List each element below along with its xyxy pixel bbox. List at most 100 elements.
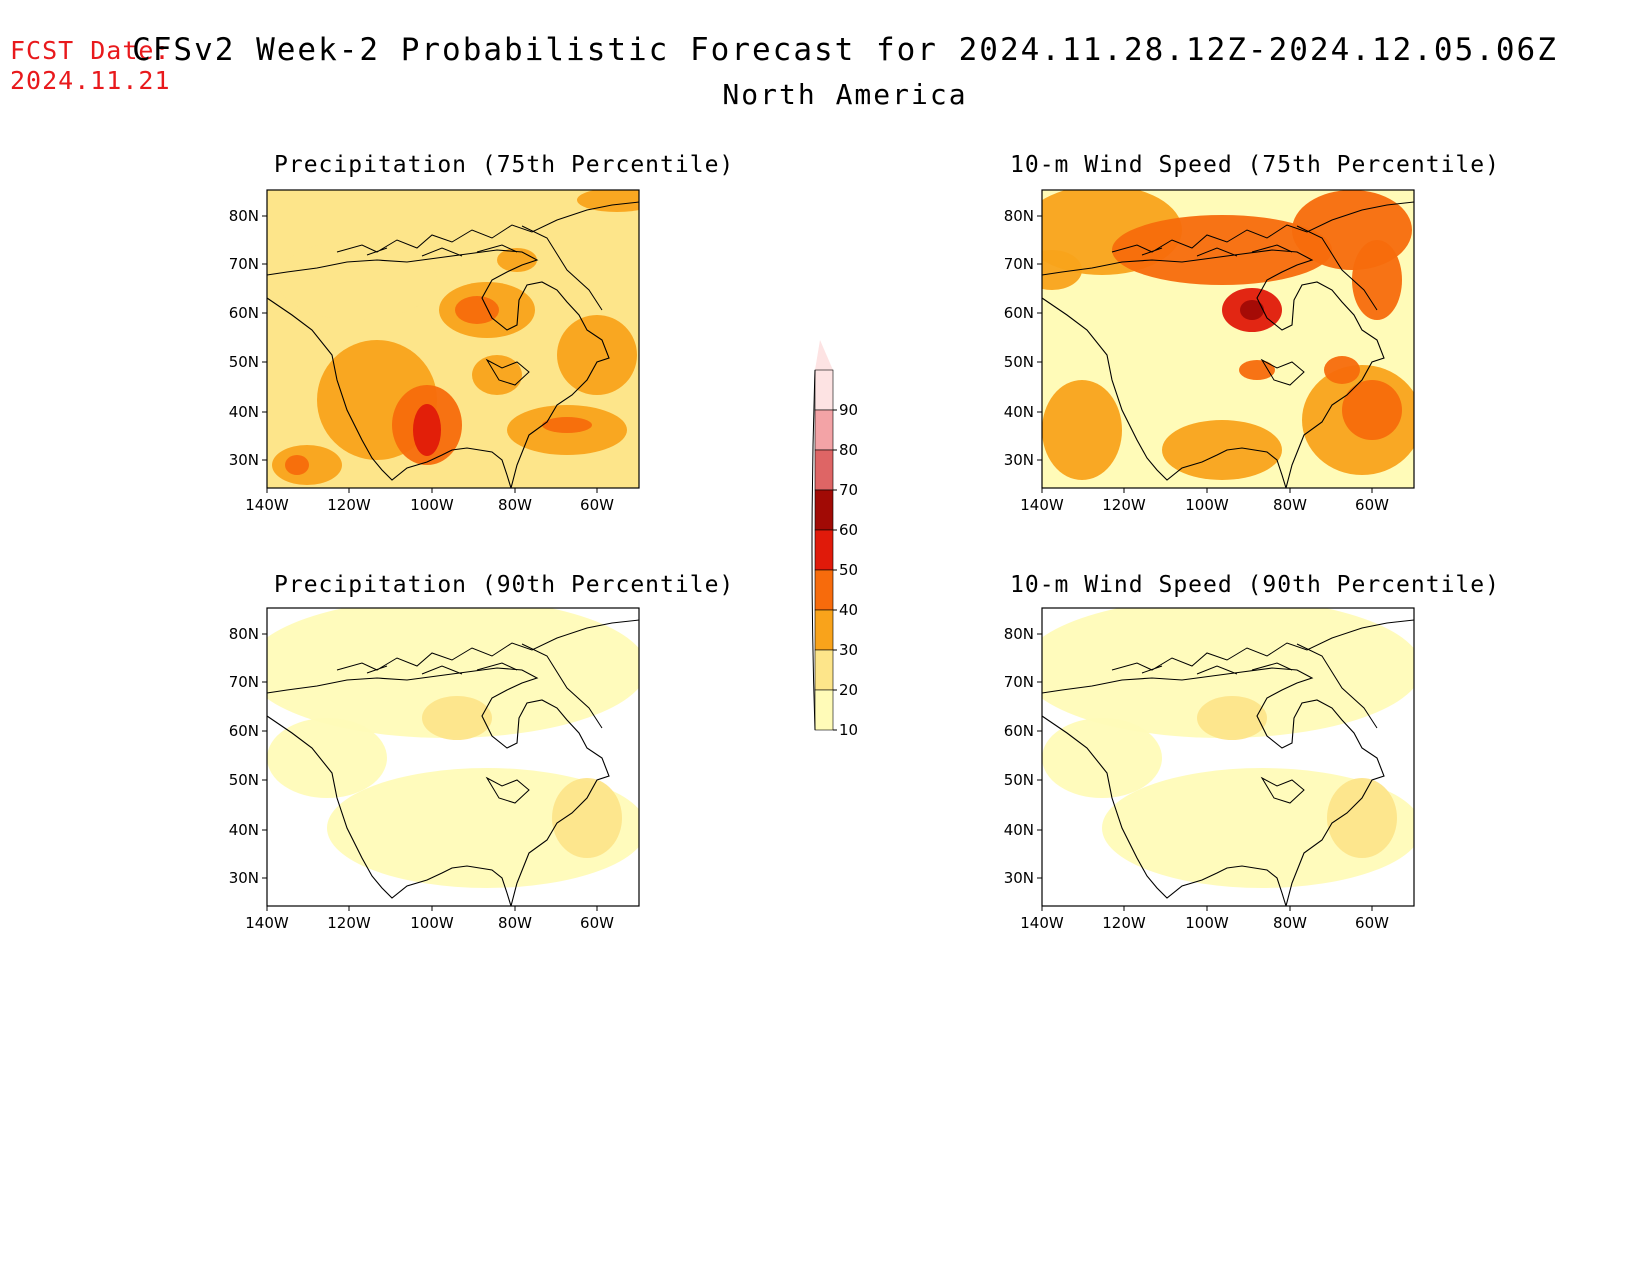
lat-tick-label: 70N xyxy=(229,673,259,691)
coastline xyxy=(1041,667,1385,907)
colorbar-swatch xyxy=(814,449,834,491)
shaded-region xyxy=(1239,360,1275,380)
lat-tick-label: 40N xyxy=(229,821,259,839)
lon-tick-label: 80W xyxy=(1273,914,1307,932)
lon-tick-label: 60W xyxy=(1355,496,1389,514)
map-wind90-plot: 80N 70N 60N 50N 40N 30N 140W 120W 100W 80W 60W xyxy=(1004,607,1415,932)
colorbar-label: 80 xyxy=(839,441,858,459)
map-precip90-plot: 80N 70N 60N 50N 40N 30N 140W 120W 100W 80W 60W xyxy=(229,607,640,932)
arctic-islands xyxy=(336,619,640,675)
page-subtitle: North America xyxy=(722,78,968,111)
lon-tick-label: 100W xyxy=(410,914,454,932)
lat-tick-label: 80N xyxy=(1004,207,1034,225)
probability-shading xyxy=(272,190,639,485)
lon-tick-label: 100W xyxy=(410,496,454,514)
map-panel-wind90: 80N 70N 60N 50N 40N 30N 140W 120W 100W 80W 60W xyxy=(1004,607,1415,932)
shaded-region xyxy=(1352,240,1402,320)
map-panel-wind75: 80N 70N 60N 50N 40N 30N 140W 120W 100W 80W 60W xyxy=(1004,189,1415,514)
coastline xyxy=(266,249,610,489)
arctic-islands xyxy=(1111,619,1415,675)
lat-tick-label: 40N xyxy=(1004,821,1034,839)
lat-tick-label: 70N xyxy=(1004,255,1034,273)
shaded-region xyxy=(542,417,592,433)
lat-tick-label: 70N xyxy=(1004,673,1034,691)
map-frame xyxy=(266,189,640,489)
colorbar: 10 20 30 40 50 60 70 80 90 xyxy=(811,340,858,739)
lat-tick-label: 40N xyxy=(1004,403,1034,421)
panel-title-precip75: Precipitation (75th Percentile) xyxy=(274,152,735,178)
shaded-region xyxy=(1162,420,1282,480)
arctic-islands xyxy=(1111,201,1415,257)
colorbar-label: 70 xyxy=(839,481,858,499)
lon-tick-label: 140W xyxy=(1020,914,1064,932)
page-title: CFSv2 Week-2 Probabilistic Forecast for … xyxy=(132,32,1558,68)
lon-tick-label: 140W xyxy=(1020,496,1064,514)
map-panel-precip90: 80N 70N 60N 50N 40N 30N 140W 120W 100W 80W 60W xyxy=(229,607,640,932)
shaded-region xyxy=(422,696,492,740)
colorbar-top-cap xyxy=(815,340,833,370)
colorbar-swatch xyxy=(814,609,834,651)
coastline xyxy=(266,667,610,907)
shaded-region xyxy=(1042,380,1122,480)
lat-tick-label: 30N xyxy=(1004,869,1034,887)
colorbar-group: 10 20 30 40 50 60 70 80 90 xyxy=(811,340,858,739)
probability-shading xyxy=(267,608,639,888)
shaded-region xyxy=(277,240,437,320)
shaded-region xyxy=(1042,250,1082,290)
colorbar-label: 50 xyxy=(839,561,858,579)
great-lakes xyxy=(1260,776,1305,804)
lat-tick-label: 70N xyxy=(229,255,259,273)
shaded-region xyxy=(552,778,622,858)
panel-title-wind75: 10-m Wind Speed (75th Percentile) xyxy=(1010,152,1500,178)
shaded-region xyxy=(267,608,639,738)
lon-tick-label: 100W xyxy=(1185,914,1229,932)
greenland-coast xyxy=(1296,643,1378,729)
lat-tick-label: 60N xyxy=(229,304,259,322)
greenland-coast xyxy=(1296,225,1378,311)
lon-tick-label: 60W xyxy=(1355,914,1389,932)
lat-tick-label: 80N xyxy=(229,207,259,225)
map-frame xyxy=(1041,189,1415,489)
great-lakes xyxy=(485,358,530,386)
colorbar-edge xyxy=(811,369,816,731)
lon-tick-label: 60W xyxy=(580,914,614,932)
great-lakes xyxy=(485,776,530,804)
lat-tick-label: 30N xyxy=(1004,451,1034,469)
lon-tick-label: 120W xyxy=(1102,914,1146,932)
shaded-region xyxy=(1112,260,1352,440)
map-frame xyxy=(266,607,640,907)
forecast-date-block: FCST Date: 2024.11.21 xyxy=(10,36,171,96)
map-precip75-plot: 80N 70N 60N 50N 40N 30N 140W 120W 100W 80W 60W xyxy=(229,189,640,514)
colorbar-swatch xyxy=(814,489,834,531)
shaded-region xyxy=(1342,380,1402,440)
probability-shading xyxy=(1042,608,1414,888)
shaded-region xyxy=(1327,778,1397,858)
colorbar-label: 60 xyxy=(839,521,858,539)
lat-tick-label: 50N xyxy=(1004,353,1034,371)
colorbar-swatch xyxy=(814,529,834,571)
lon-tick-label: 140W xyxy=(245,496,289,514)
colorbar-swatch xyxy=(814,369,834,411)
shaded-region xyxy=(455,296,499,324)
lat-tick-label: 50N xyxy=(229,353,259,371)
colorbar-label: 10 xyxy=(839,721,858,739)
lon-tick-label: 80W xyxy=(1273,496,1307,514)
colorbar-label: 30 xyxy=(839,641,858,659)
arctic-islands xyxy=(336,201,640,257)
shaded-region xyxy=(267,718,387,798)
colorbar-swatch xyxy=(814,649,834,691)
shaded-region xyxy=(285,455,309,475)
lon-tick-label: 100W xyxy=(1185,496,1229,514)
shaded-region xyxy=(577,190,639,212)
lat-tick-label: 60N xyxy=(1004,722,1034,740)
shaded-region xyxy=(1042,608,1414,738)
map-wind75-plot: 80N 70N 60N 50N 40N 30N 140W 120W 100W 80W 60W xyxy=(1004,189,1415,514)
shaded-region xyxy=(472,355,522,395)
great-lakes xyxy=(1260,358,1305,386)
lat-tick-label: 50N xyxy=(229,771,259,789)
lat-tick-label: 60N xyxy=(1004,304,1034,322)
colorbar-label: 90 xyxy=(839,401,858,419)
colorbar-swatch xyxy=(814,409,834,451)
lat-tick-label: 40N xyxy=(229,403,259,421)
lat-tick-label: 30N xyxy=(229,869,259,887)
